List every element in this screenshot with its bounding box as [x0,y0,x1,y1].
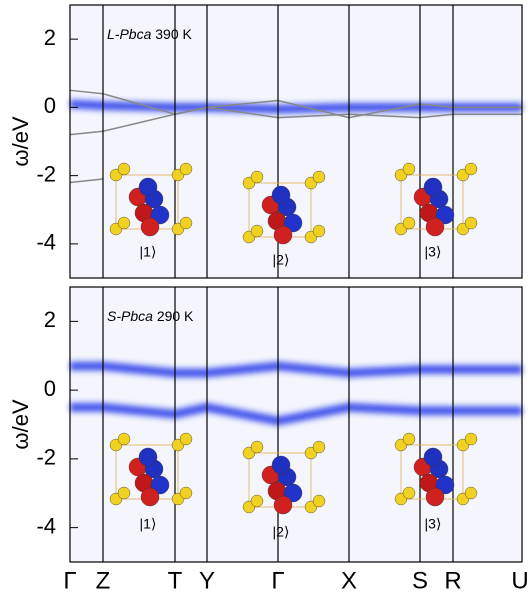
orbital-ball [423,177,443,197]
orbital-ball [250,224,264,238]
orbital-label: |1⟩ [140,244,157,260]
x-tick-label: X [341,567,357,594]
x-tick-label: Γ [271,567,284,594]
orbital-ball [402,216,416,230]
orbital-ball [179,162,193,176]
orbital-ball [179,486,193,500]
panel-title: L-Pbca [107,26,152,42]
orbital-ball [150,475,170,495]
plot-background [70,287,522,562]
x-tick-label: Y [199,567,215,594]
orbital-ball [179,432,193,446]
orbital-ball [464,162,478,176]
orbital-ball [250,440,264,454]
orbital-ball [179,216,193,230]
orbital-picture: |3⟩ [394,432,478,532]
orbital-ball [435,205,455,225]
orbital-ball [138,177,158,197]
x-tick-label: R [444,567,461,594]
orbital-ball [312,440,326,454]
orbital-picture: |1⟩ [109,432,193,532]
orbital-picture: |2⟩ [242,440,326,540]
orbital-ball [423,447,443,467]
orbital-picture: |3⟩ [394,162,478,260]
orbital-ball [283,213,303,233]
panel-temperature: 290 K [157,308,194,324]
orbital-ball [140,217,160,237]
orbital-ball [117,216,131,230]
panel-label: S-Pbca 290 K [107,308,194,324]
orbital-ball [150,205,170,225]
orbital-label: |3⟩ [425,516,442,532]
y-tick-label: 2 [44,25,56,50]
orbital-ball [435,475,455,495]
y-axis-label: ω/eV [8,399,33,450]
orbital-ball [283,483,303,503]
y-tick-label: 2 [44,307,56,332]
y-axis-label: ω/eV [8,116,33,167]
orbital-ball [250,494,264,508]
orbital-ball [117,486,131,500]
x-tick-label: S [412,567,428,594]
panel-label: L-Pbca 390 K [107,26,192,42]
x-tick-label: U [511,567,528,594]
orbital-picture: |2⟩ [242,170,326,268]
orbital-ball [425,217,445,237]
panel-title: S-Pbca [107,308,153,324]
orbital-ball [464,486,478,500]
orbital-ball [464,216,478,230]
orbital-label: |2⟩ [273,524,290,540]
orbital-ball [273,495,293,515]
plot-frame [69,286,523,563]
orbital-label: |3⟩ [425,244,442,260]
spectral-band [70,361,522,378]
orbital-ball [402,432,416,446]
y-tick-label: -4 [36,513,56,538]
orbital-ball [312,494,326,508]
orbital-label: |1⟩ [140,516,157,532]
orbital-ball [402,486,416,500]
orbital-ball [312,170,326,184]
orbital-ball [312,224,326,238]
orbital-ball [464,432,478,446]
orbital-ball [271,455,291,475]
orbital-ball [117,432,131,446]
plot-frame [69,4,523,279]
orbital-ball [138,447,158,467]
y-tick-label: -2 [36,445,56,470]
y-tick-label: -4 [36,230,56,255]
orbital-ball [402,162,416,176]
y-tick-label: 0 [44,93,56,118]
orbital-ball [250,170,264,184]
orbital-ball [273,225,293,245]
orbital-ball [425,487,445,507]
band-line [69,178,104,184]
x-tick-label: Z [96,567,111,594]
orbital-ball [271,185,291,205]
orbital-picture: |1⟩ [109,162,193,260]
y-tick-label: 0 [44,376,56,401]
panel-temperature: 390 K [155,26,192,42]
x-tick-label: T [168,567,183,594]
orbital-ball [117,162,131,176]
orbital-ball [140,487,160,507]
y-tick-label: -2 [36,161,56,186]
orbital-label: |2⟩ [273,252,290,268]
x-tick-label: Γ [63,567,76,594]
